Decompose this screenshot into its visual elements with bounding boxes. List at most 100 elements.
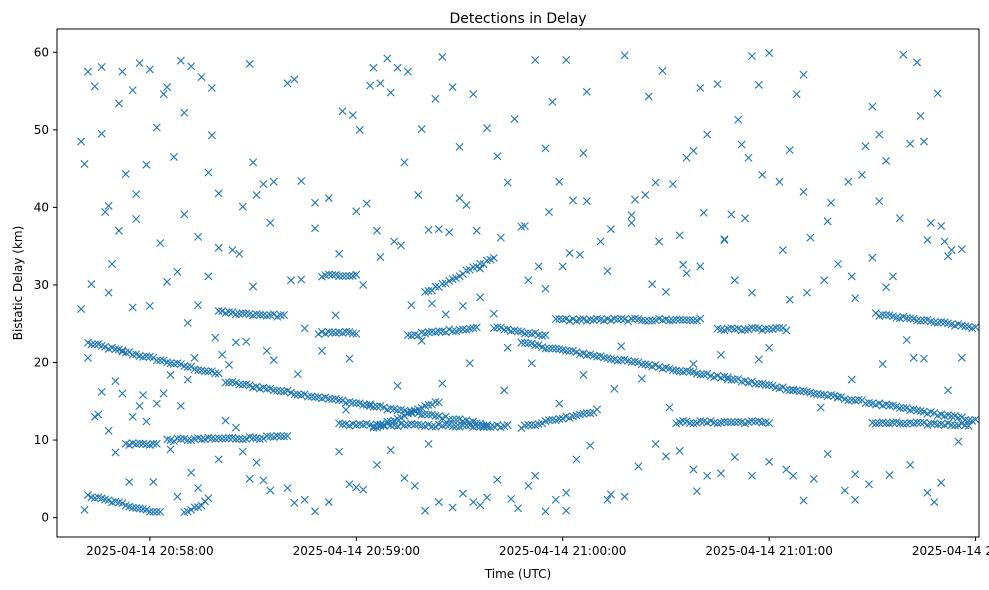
data-point [369,63,378,72]
data-point [421,410,430,419]
data-point [524,420,533,429]
data-point [211,369,220,378]
data-point [393,406,402,415]
data-point [727,210,736,219]
data-point [472,422,481,431]
data-point [562,506,571,515]
data-point [699,208,708,217]
data-point [252,458,261,467]
x-tick-label: 2025-04-14 20:58:00 [86,544,213,558]
x-tick-label: 2025-04-14 21:01:00 [705,544,832,558]
data-point [617,356,626,365]
data-point [462,421,471,430]
data-point [156,356,165,365]
data-point [899,50,908,59]
data-point [648,316,657,325]
data-point [431,422,440,431]
data-point [644,92,653,101]
data-point [348,329,357,338]
data-point [658,66,667,75]
data-point [469,90,478,99]
data-point [317,346,326,355]
data-point [300,495,309,504]
data-point [503,343,512,352]
data-point [778,383,787,392]
data-point [531,56,540,65]
data-point [558,262,567,271]
data-point [297,275,306,284]
data-point [895,419,904,428]
data-point [747,417,756,426]
data-point [200,367,209,376]
data-point [961,421,970,430]
data-point [716,325,725,334]
data-point [606,490,615,499]
data-point [338,272,347,281]
data-point [778,246,787,255]
data-point [854,395,863,404]
data-point [514,327,522,336]
data-point [689,419,698,428]
data-point [214,369,223,378]
data-point [524,339,533,348]
data-point [906,139,915,148]
data-point [197,73,206,82]
data-point [541,284,550,293]
data-point [558,414,567,423]
data-point [97,387,106,396]
y-tick-label: 10 [34,433,49,447]
data-point [816,403,825,412]
data-point [97,63,106,71]
data-point [919,137,928,146]
data-point [238,309,247,318]
data-point [152,507,161,516]
data-point [624,317,633,326]
data-point [562,488,571,497]
data-point [335,272,344,281]
data-point [458,301,467,310]
data-point [176,56,185,65]
data-point [235,249,244,258]
data-point [593,405,602,414]
data-point [586,441,595,450]
data-point [448,422,457,431]
data-point [720,235,729,244]
data-point [548,97,557,106]
data-point [902,314,911,323]
data-point [575,250,584,259]
data-point [163,83,172,92]
data-point [132,215,141,224]
data-point [606,355,615,364]
data-point [950,421,959,430]
y-tick-label: 30 [34,278,49,292]
data-point [661,452,670,461]
data-point [242,337,251,346]
data-point [204,367,213,376]
data-point [231,310,240,319]
data-point [262,432,271,441]
data-point [273,386,282,395]
data-point [262,346,271,355]
data-point [194,484,203,493]
data-point [775,177,784,186]
data-point [169,152,178,161]
data-point [393,422,402,431]
data-point [489,309,498,318]
data-point [207,367,216,376]
data-point [775,323,784,332]
data-point [930,498,939,507]
data-point [582,409,591,417]
data-point [204,494,213,503]
data-point [311,507,320,516]
data-point [665,403,674,412]
data-point [889,418,897,427]
data-point [734,115,743,124]
data-point [627,211,636,220]
data-point [696,370,705,379]
data-point [476,501,485,510]
data-point [434,398,443,407]
data-point [180,108,189,117]
data-point [87,340,96,349]
data-point [173,267,182,276]
data-point [407,408,416,417]
